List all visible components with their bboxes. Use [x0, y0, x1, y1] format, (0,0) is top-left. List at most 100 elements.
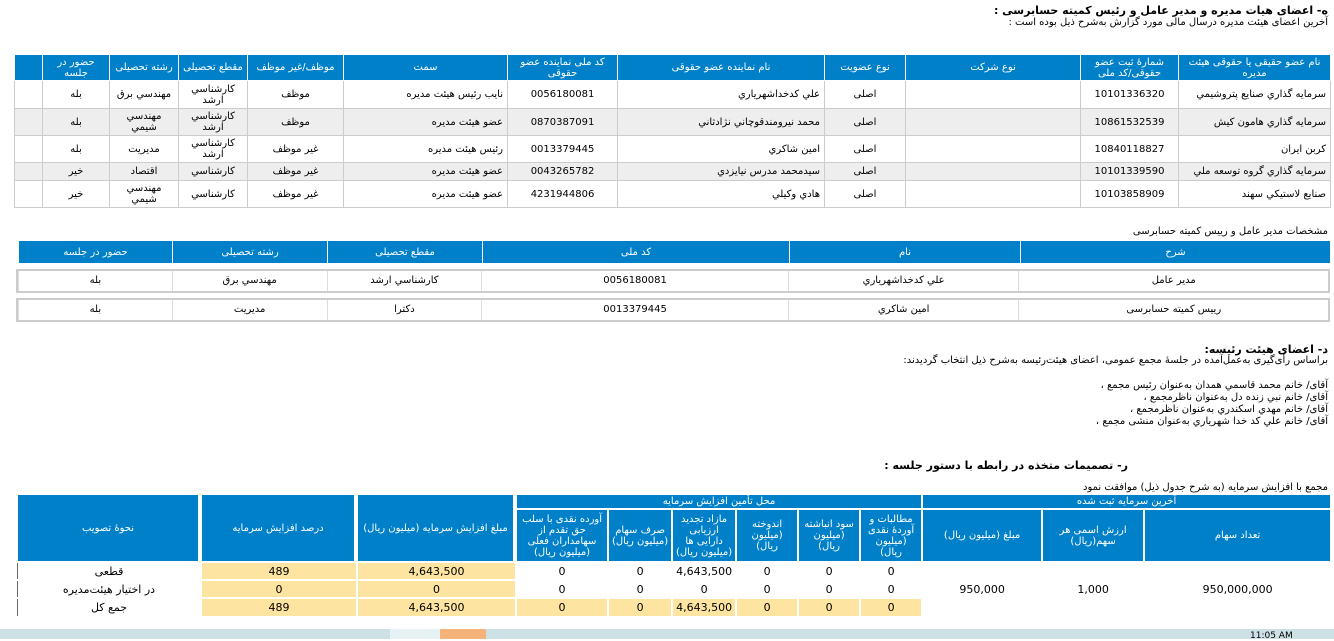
table-cell: 489 [200, 597, 358, 617]
table-cell [14, 108, 43, 136]
group-capital-source: محل تأمین افزایش سرمایه [514, 492, 924, 511]
table-cell: كارشناسي ارشد [178, 80, 248, 109]
table-cell: كارشناسي [178, 162, 248, 181]
table-cell [14, 135, 43, 163]
table-cell: مدیر عامل [1018, 271, 1328, 291]
column-header: نحوهٔ تصویب [16, 495, 200, 561]
column-header: نام [789, 240, 1021, 264]
presidium-member-line: آقای/ خانم مهدي اسكندري به‌عنوان ناظرمجم… [1129, 404, 1328, 415]
table-row: كربن ايران 10840118827 اصلی امين شاكري 00133… [14, 135, 1331, 163]
table-cell: 0013379445 [507, 135, 618, 163]
amount-cell: 950,000 [921, 561, 1044, 617]
table-cell: بله [42, 135, 110, 163]
column-header: مبلغ افزایش سرمایه (میلیون ریال) [356, 495, 515, 561]
column-header: نام نماینده عضو حقوقی [617, 54, 825, 81]
table-cell: 0 [607, 579, 674, 599]
table-cell [905, 135, 1081, 163]
table-cell: اصلی [824, 162, 906, 181]
column-header: درصد افزایش سرمایه [200, 495, 356, 561]
table-cell: امين شاكري [787, 300, 1019, 320]
table-cell: 0013379445 [481, 300, 788, 320]
table-cell: كارشناسي ارشد [178, 108, 248, 136]
table-cell: 4,643,500 [356, 597, 517, 617]
table-cell [14, 180, 43, 208]
section-d-title: د- اعضای هیئت رئیسه: [1204, 343, 1328, 356]
column-header: رشته تحصیلی [109, 54, 179, 81]
table-cell: كارشناسي ارشد [326, 271, 482, 291]
table-cell: بله [42, 80, 110, 109]
table-cell: 0 [514, 579, 610, 599]
table-cell: رئیس هیئت مدیره [343, 135, 508, 163]
table-cell [905, 180, 1081, 208]
table-cell: 0 [200, 579, 358, 599]
table-cell: بله [42, 108, 110, 136]
table-cell: مهندسي برق [109, 80, 179, 109]
table-cell: 0 [797, 561, 862, 581]
table-cell: غیر موظف [247, 162, 344, 181]
table-cell: 0043265782 [507, 162, 618, 181]
table-cell: عضو هیئت مدیره [343, 180, 508, 208]
column-header: ارزش اسمی هر سهم(ریال) [1041, 508, 1146, 563]
table-cell: محمد نيرومندقوچاني نژادثاني [617, 108, 825, 136]
section-d-intro: براساس رأی‌گیری به‌عمل‌آمده در جلسهٔ مجم… [903, 355, 1328, 366]
ceo-section-title: مشخصات مدیر عامل و رییس کمیته حسابرسی [1132, 226, 1328, 237]
table-cell: بله [18, 271, 172, 291]
table-cell: علي كدخداشهرياري [617, 80, 825, 109]
column-header: نوع شرکت [905, 54, 1081, 81]
table-cell: مديريت [171, 300, 327, 320]
table-cell: دكترا [326, 300, 482, 320]
table-cell: مهندسي شيمي [109, 180, 179, 208]
section-r-title: ر- تصمیمات متخذه در رابطه با دستور جلسه … [884, 459, 1128, 472]
table-cell: غیر موظف [247, 135, 344, 163]
table-cell: 0 [735, 597, 800, 617]
taskbar-button[interactable] [390, 629, 440, 639]
column-header: صرف سهام (میلیون ریال) [607, 508, 674, 563]
table-cell: 4,643,500 [671, 597, 738, 617]
section-h-title: ه- اعضای هیات مدیره و مدیر عامل و رئیس ک… [993, 4, 1328, 17]
table-cell: 0 [797, 597, 862, 617]
table-cell: اقتصاد [109, 162, 179, 181]
table-cell: 4,643,500 [671, 561, 738, 581]
taskbar-clock: 11:05 AM [1250, 631, 1293, 641]
table-cell: 4231944806 [507, 180, 618, 208]
table-cell: كارشناسي ارشد [178, 135, 248, 163]
table-cell: 0 [356, 579, 517, 599]
table-cell: 0 [607, 561, 674, 581]
table-cell [905, 162, 1081, 181]
table-row: سرمايه گذاري گروه توسعه ملي 10101339590 اص… [14, 162, 1331, 181]
table-cell: خير [42, 180, 110, 208]
table-cell: علي كدخداشهرياري [787, 271, 1019, 291]
table-row: 950,000,000 1,000 950,000 0 0 0 4,643,500 0 0 4,6… [16, 561, 1333, 617]
table-row: سرمایه گذاري هامون كيش 10861532539 اصلی محم… [14, 108, 1331, 136]
par-value-cell: 1,000 [1041, 561, 1146, 617]
presidium-member-line: آقای/ خانم علي كد خدا شهرياري به‌عنوان م… [1095, 416, 1328, 427]
column-header: مقطع تحصیلی [327, 240, 483, 264]
table-cell: 0 [514, 561, 610, 581]
column-header: شرح [1020, 240, 1331, 264]
table-cell: موظف [247, 108, 344, 136]
table-cell: غیر موظف [247, 180, 344, 208]
table-cell: سرمایه گذاري هامون كيش [1178, 108, 1331, 136]
table-cell: قطعی [16, 561, 202, 581]
table-cell: 10103858909 [1080, 180, 1179, 208]
section-r-note: مجمع با افزایش سرمایه (به شرح جدول ذیل) … [1083, 482, 1328, 493]
table-cell: 489 [200, 561, 358, 581]
table-row: مدیر عامل علي كدخداشهرياري 0056180081 كارشن… [16, 269, 1330, 293]
column-header: موظف/غیر موظف [247, 54, 344, 81]
column-header: شمارهٔ ثبت عضو حقوقی/کد ملی [1080, 54, 1179, 81]
table-cell: صنايع لاستيكي سهند [1178, 180, 1331, 208]
table-cell: 0 [735, 561, 800, 581]
table-cell: نایب رئیس هیئت مدیره [343, 80, 508, 109]
table-cell: 10840118827 [1080, 135, 1179, 163]
table-cell: 10101339590 [1080, 162, 1179, 181]
table-cell: رییس کمیته حسابرسی [1018, 300, 1328, 320]
table-cell: 4,643,500 [356, 561, 517, 581]
table-cell: كارشناسي [178, 180, 248, 208]
column-header: مطالبات و آوردهٔ نقدی (میلیون ریال) [859, 508, 924, 563]
table-cell: كربن ايران [1178, 135, 1331, 163]
table-cell: 0 [671, 579, 738, 599]
taskbar-button-active[interactable] [440, 629, 486, 639]
column-header [14, 54, 43, 81]
table-cell [905, 108, 1081, 136]
column-header: حضور در جلسه [42, 54, 110, 81]
